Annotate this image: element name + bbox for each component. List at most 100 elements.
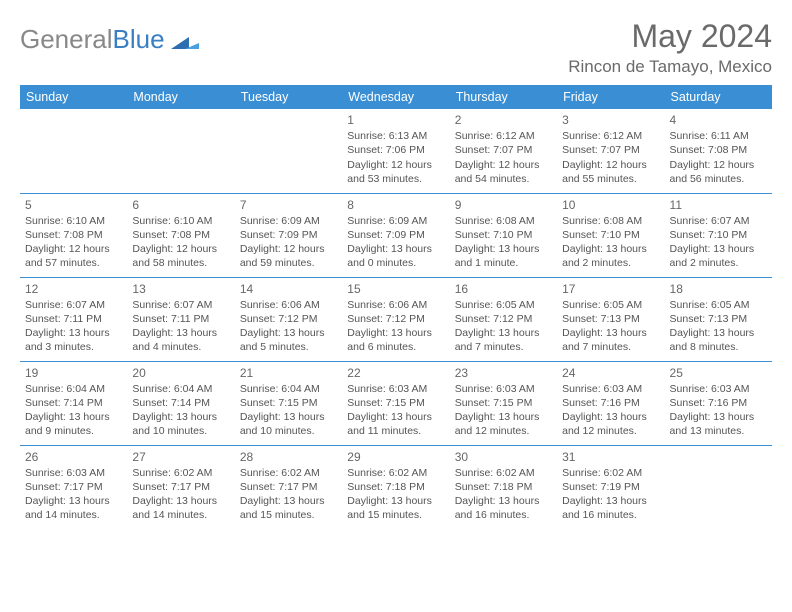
calendar-day-cell: 5Sunrise: 6:10 AMSunset: 7:08 PMDaylight… [20, 193, 127, 277]
day-number: 2 [455, 112, 552, 128]
calendar-day-cell: 12Sunrise: 6:07 AMSunset: 7:11 PMDayligh… [20, 277, 127, 361]
sunset-line: Sunset: 7:13 PM [562, 312, 659, 326]
sunset-line: Sunset: 7:14 PM [25, 396, 122, 410]
calendar-week-row: 12Sunrise: 6:07 AMSunset: 7:11 PMDayligh… [20, 277, 772, 361]
calendar-day-cell: 13Sunrise: 6:07 AMSunset: 7:11 PMDayligh… [127, 277, 234, 361]
sunset-line: Sunset: 7:06 PM [347, 143, 444, 157]
day-header: Friday [557, 85, 664, 109]
calendar-day-cell: 7Sunrise: 6:09 AMSunset: 7:09 PMDaylight… [235, 193, 342, 277]
calendar-body: 1Sunrise: 6:13 AMSunset: 7:06 PMDaylight… [20, 109, 772, 529]
sunrise-line: Sunrise: 6:03 AM [25, 466, 122, 480]
sunset-line: Sunset: 7:15 PM [347, 396, 444, 410]
sunset-line: Sunset: 7:12 PM [240, 312, 337, 326]
page-header: GeneralBlue May 2024 Rincon de Tamayo, M… [20, 18, 772, 77]
daylight-line: Daylight: 12 hours and 58 minutes. [132, 242, 229, 270]
calendar-day-cell: 8Sunrise: 6:09 AMSunset: 7:09 PMDaylight… [342, 193, 449, 277]
day-header: Wednesday [342, 85, 449, 109]
sunset-line: Sunset: 7:17 PM [132, 480, 229, 494]
sunset-line: Sunset: 7:07 PM [455, 143, 552, 157]
daylight-line: Daylight: 12 hours and 59 minutes. [240, 242, 337, 270]
calendar-day-cell: 31Sunrise: 6:02 AMSunset: 7:19 PMDayligh… [557, 445, 664, 529]
daylight-line: Daylight: 12 hours and 53 minutes. [347, 158, 444, 186]
daylight-line: Daylight: 13 hours and 6 minutes. [347, 326, 444, 354]
calendar-day-cell: 26Sunrise: 6:03 AMSunset: 7:17 PMDayligh… [20, 445, 127, 529]
day-number: 31 [562, 449, 659, 465]
daylight-line: Daylight: 13 hours and 3 minutes. [25, 326, 122, 354]
sunset-line: Sunset: 7:16 PM [670, 396, 767, 410]
calendar-day-cell: 10Sunrise: 6:08 AMSunset: 7:10 PMDayligh… [557, 193, 664, 277]
sunset-line: Sunset: 7:16 PM [562, 396, 659, 410]
daylight-line: Daylight: 13 hours and 7 minutes. [562, 326, 659, 354]
sunrise-line: Sunrise: 6:13 AM [347, 129, 444, 143]
calendar-day-cell: 23Sunrise: 6:03 AMSunset: 7:15 PMDayligh… [450, 361, 557, 445]
day-number: 19 [25, 365, 122, 381]
sunrise-line: Sunrise: 6:02 AM [240, 466, 337, 480]
calendar-day-cell: 30Sunrise: 6:02 AMSunset: 7:18 PMDayligh… [450, 445, 557, 529]
sunset-line: Sunset: 7:10 PM [562, 228, 659, 242]
sunset-line: Sunset: 7:15 PM [455, 396, 552, 410]
calendar-week-row: 19Sunrise: 6:04 AMSunset: 7:14 PMDayligh… [20, 361, 772, 445]
day-number: 8 [347, 197, 444, 213]
sunrise-line: Sunrise: 6:06 AM [240, 298, 337, 312]
brand-logo: GeneralBlue [20, 18, 199, 55]
daylight-line: Daylight: 13 hours and 15 minutes. [240, 494, 337, 522]
day-number: 9 [455, 197, 552, 213]
sunrise-line: Sunrise: 6:12 AM [455, 129, 552, 143]
daylight-line: Daylight: 13 hours and 12 minutes. [562, 410, 659, 438]
day-number: 23 [455, 365, 552, 381]
daylight-line: Daylight: 13 hours and 7 minutes. [455, 326, 552, 354]
sunrise-line: Sunrise: 6:05 AM [562, 298, 659, 312]
brand-triangle-icon [171, 31, 199, 49]
daylight-line: Daylight: 13 hours and 2 minutes. [562, 242, 659, 270]
day-header: Monday [127, 85, 234, 109]
day-number: 14 [240, 281, 337, 297]
calendar-head: SundayMondayTuesdayWednesdayThursdayFrid… [20, 85, 772, 109]
day-number: 25 [670, 365, 767, 381]
daylight-line: Daylight: 13 hours and 14 minutes. [132, 494, 229, 522]
sunset-line: Sunset: 7:13 PM [670, 312, 767, 326]
calendar-day-cell: 16Sunrise: 6:05 AMSunset: 7:12 PMDayligh… [450, 277, 557, 361]
daylight-line: Daylight: 13 hours and 15 minutes. [347, 494, 444, 522]
day-header: Sunday [20, 85, 127, 109]
title-block: May 2024 Rincon de Tamayo, Mexico [568, 18, 772, 77]
sunset-line: Sunset: 7:19 PM [562, 480, 659, 494]
sunrise-line: Sunrise: 6:02 AM [347, 466, 444, 480]
sunrise-line: Sunrise: 6:06 AM [347, 298, 444, 312]
sunset-line: Sunset: 7:09 PM [240, 228, 337, 242]
sunrise-line: Sunrise: 6:07 AM [670, 214, 767, 228]
calendar-week-row: 1Sunrise: 6:13 AMSunset: 7:06 PMDaylight… [20, 109, 772, 193]
sunrise-line: Sunrise: 6:08 AM [562, 214, 659, 228]
day-number: 17 [562, 281, 659, 297]
sunrise-line: Sunrise: 6:07 AM [132, 298, 229, 312]
sunset-line: Sunset: 7:17 PM [25, 480, 122, 494]
sunset-line: Sunset: 7:08 PM [25, 228, 122, 242]
daylight-line: Daylight: 12 hours and 55 minutes. [562, 158, 659, 186]
calendar-day-cell: 20Sunrise: 6:04 AMSunset: 7:14 PMDayligh… [127, 361, 234, 445]
sunset-line: Sunset: 7:08 PM [132, 228, 229, 242]
day-number: 20 [132, 365, 229, 381]
month-title: May 2024 [568, 18, 772, 55]
sunset-line: Sunset: 7:12 PM [347, 312, 444, 326]
day-number: 29 [347, 449, 444, 465]
calendar-empty-cell [665, 445, 772, 529]
calendar-week-row: 5Sunrise: 6:10 AMSunset: 7:08 PMDaylight… [20, 193, 772, 277]
calendar-day-cell: 21Sunrise: 6:04 AMSunset: 7:15 PMDayligh… [235, 361, 342, 445]
sunset-line: Sunset: 7:07 PM [562, 143, 659, 157]
calendar-day-cell: 1Sunrise: 6:13 AMSunset: 7:06 PMDaylight… [342, 109, 449, 193]
day-number: 12 [25, 281, 122, 297]
sunrise-line: Sunrise: 6:12 AM [562, 129, 659, 143]
daylight-line: Daylight: 13 hours and 9 minutes. [25, 410, 122, 438]
day-number: 7 [240, 197, 337, 213]
calendar-day-cell: 4Sunrise: 6:11 AMSunset: 7:08 PMDaylight… [665, 109, 772, 193]
day-number: 5 [25, 197, 122, 213]
calendar-day-cell: 15Sunrise: 6:06 AMSunset: 7:12 PMDayligh… [342, 277, 449, 361]
day-number: 26 [25, 449, 122, 465]
calendar-table: SundayMondayTuesdayWednesdayThursdayFrid… [20, 85, 772, 529]
calendar-day-cell: 6Sunrise: 6:10 AMSunset: 7:08 PMDaylight… [127, 193, 234, 277]
daylight-line: Daylight: 13 hours and 13 minutes. [670, 410, 767, 438]
calendar-day-cell: 28Sunrise: 6:02 AMSunset: 7:17 PMDayligh… [235, 445, 342, 529]
sunset-line: Sunset: 7:14 PM [132, 396, 229, 410]
day-header-row: SundayMondayTuesdayWednesdayThursdayFrid… [20, 85, 772, 109]
day-header: Thursday [450, 85, 557, 109]
day-number: 28 [240, 449, 337, 465]
